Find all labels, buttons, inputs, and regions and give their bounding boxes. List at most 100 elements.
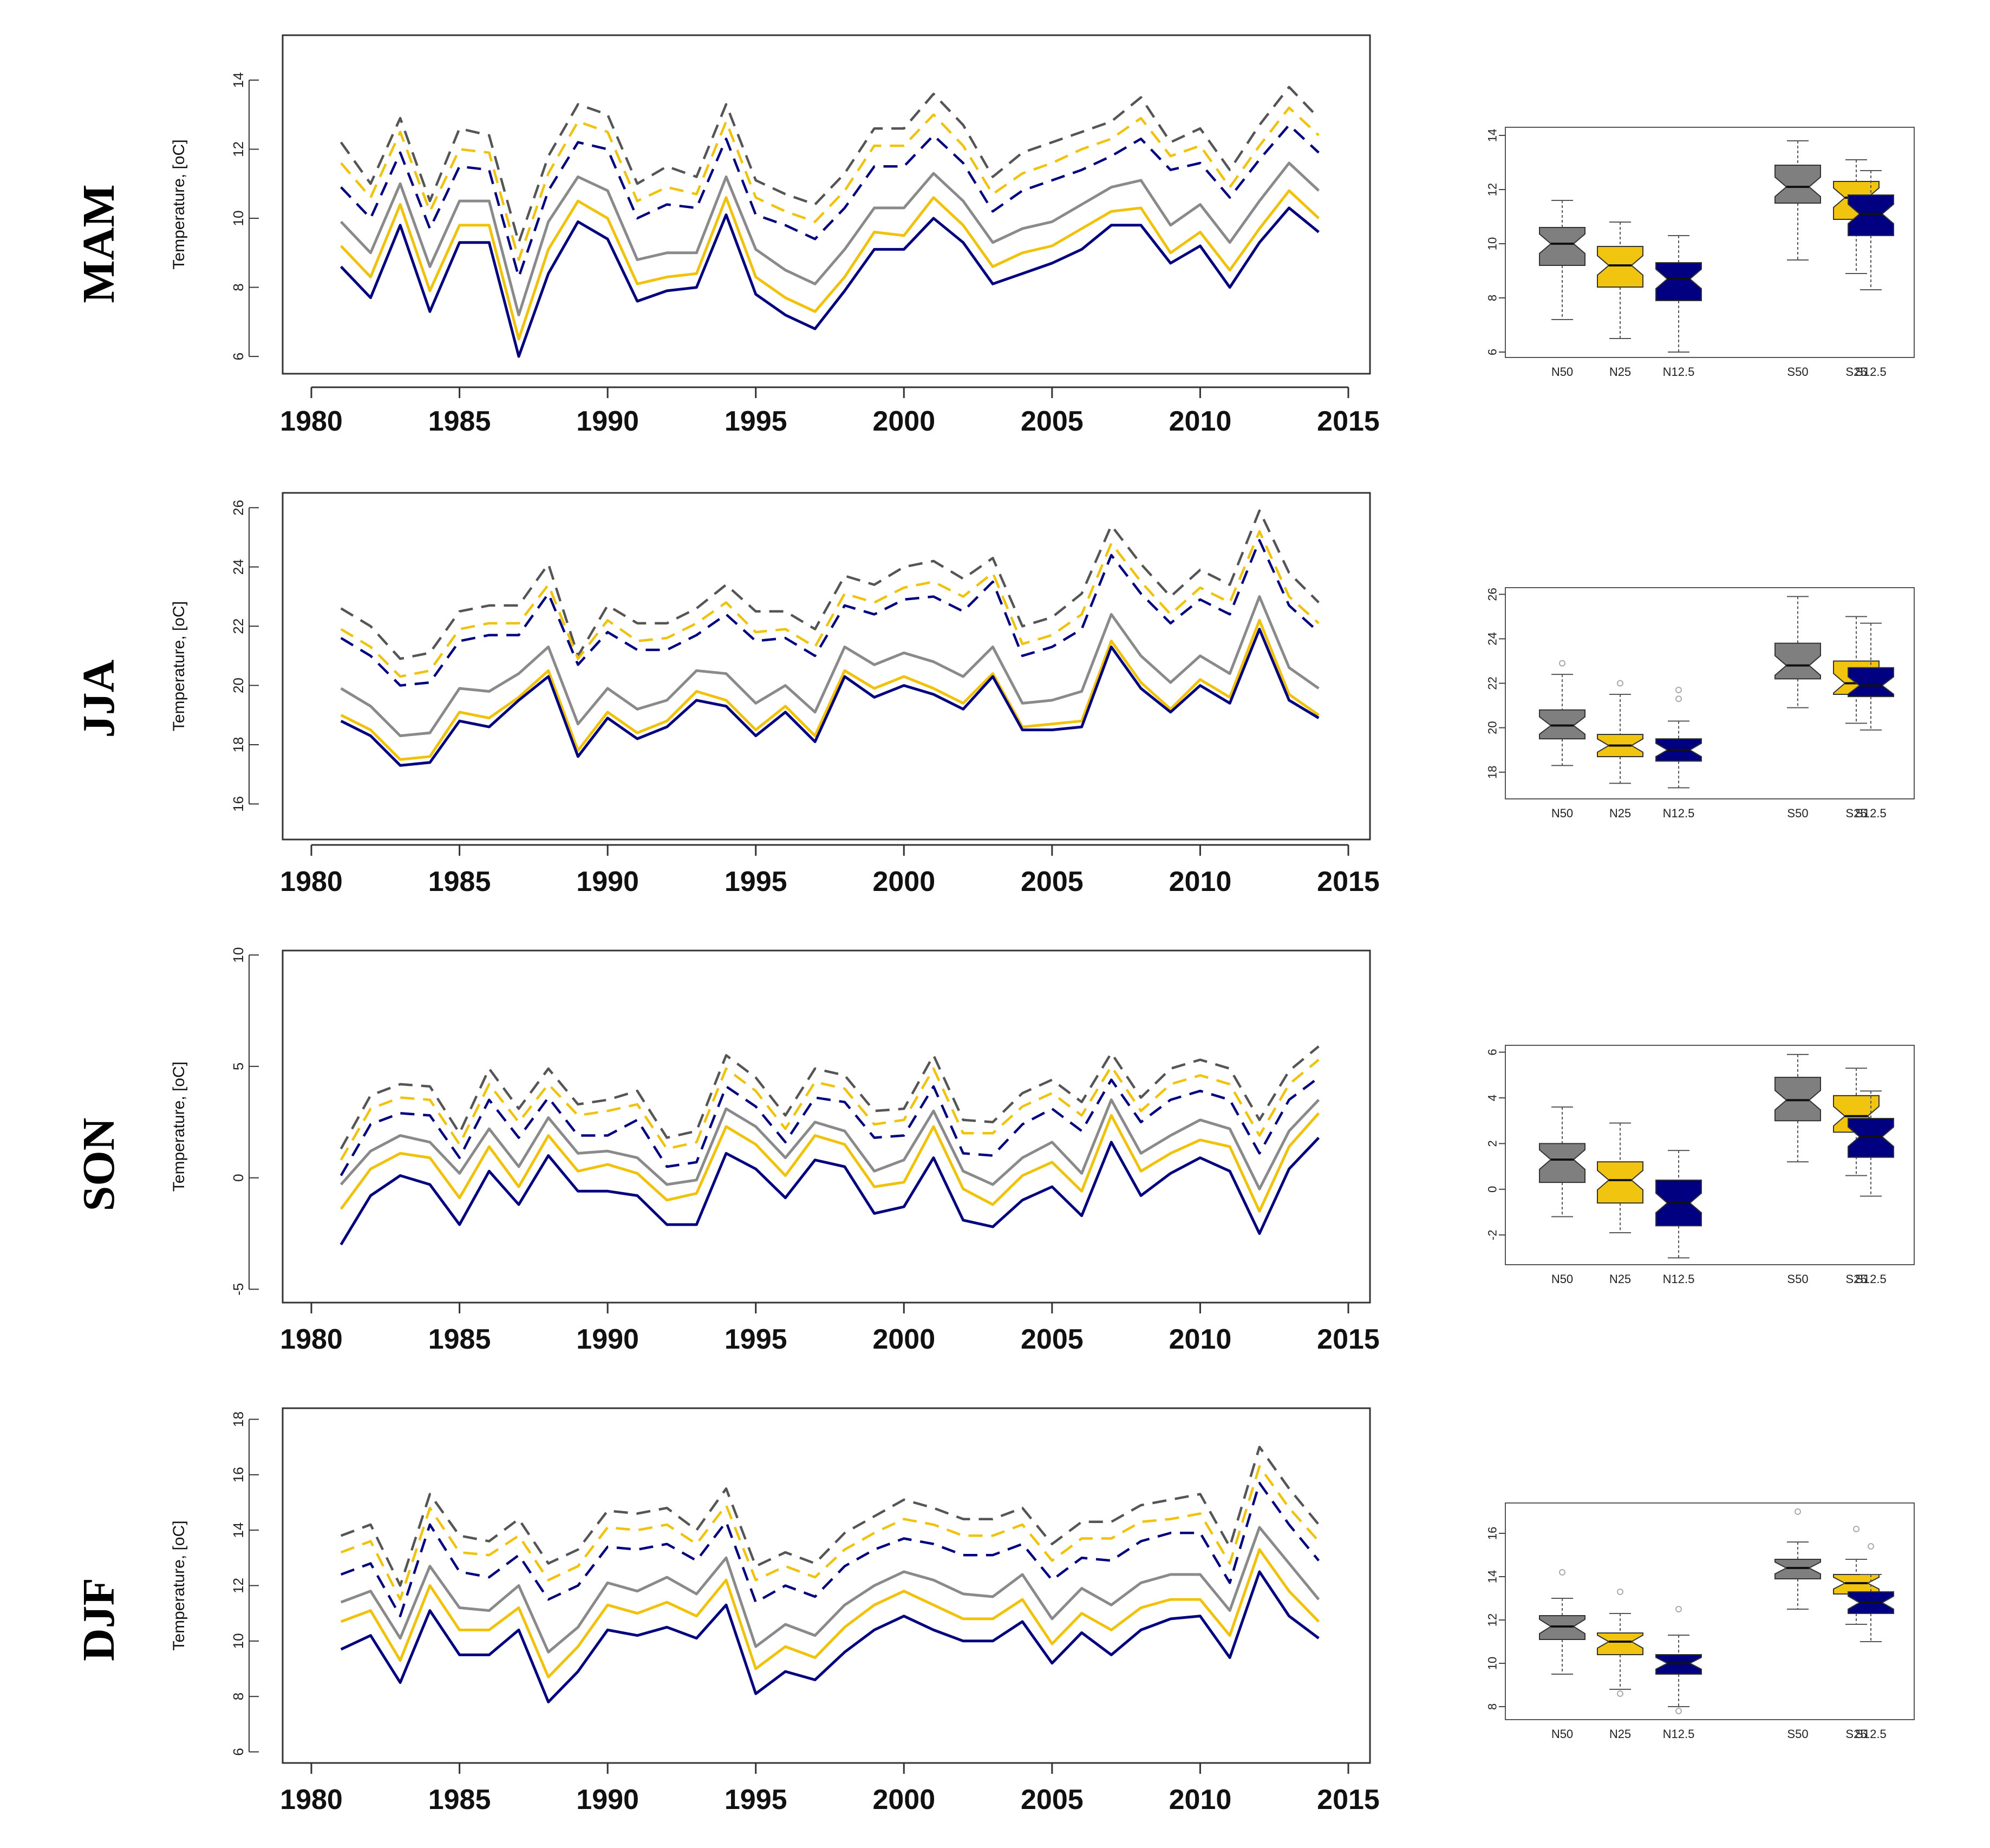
series-line-s50 bbox=[340, 86, 1320, 244]
x-tick-label: 2005 bbox=[1021, 1324, 1084, 1355]
notched-box bbox=[1848, 194, 1894, 236]
line-chart-djf: DJF Temperature, [oC] 6 8 10 12 14 16 18 1980 1985… bbox=[74, 1407, 1380, 1816]
y-tick-label: 10 bbox=[230, 1633, 246, 1649]
box-frame bbox=[1505, 127, 1915, 358]
category-label: S25 bbox=[1845, 1272, 1867, 1286]
x-tick-label: 2010 bbox=[1169, 406, 1232, 437]
box-n12-5 bbox=[1655, 1606, 1702, 1714]
box-s12-5 bbox=[1848, 1090, 1894, 1197]
x-tick-label: 1980 bbox=[280, 866, 343, 897]
y-tick-label: 6 bbox=[1486, 349, 1499, 355]
x-tick-label: 2005 bbox=[1021, 406, 1084, 437]
y-tick-label: 5 bbox=[230, 1063, 246, 1070]
series-line-n12-5 bbox=[340, 1570, 1320, 1703]
notched-box bbox=[1848, 1118, 1894, 1158]
y-tick-label: 12 bbox=[230, 141, 246, 157]
outlier-point bbox=[1559, 660, 1565, 667]
x-tick-label: 1985 bbox=[428, 1324, 491, 1355]
x-tick-label: 1985 bbox=[428, 866, 491, 897]
series-line-s12-5 bbox=[340, 123, 1320, 278]
line-chart-jja: JJA Temperature, [oC] 16 18 20 22 24 26 1980 1985… bbox=[74, 492, 1380, 897]
box-n12-5 bbox=[1655, 235, 1702, 353]
y-tick-label: 6 bbox=[230, 1748, 246, 1755]
y-tick-label: 26 bbox=[230, 500, 246, 516]
x-tick-label: 2005 bbox=[1021, 866, 1084, 897]
x-tick-label: 1990 bbox=[576, 1324, 639, 1355]
series-line-s50 bbox=[340, 509, 1320, 660]
box-frame bbox=[1505, 1045, 1915, 1265]
y-tick-label: 12 bbox=[230, 1578, 246, 1593]
x-tick-label: 2010 bbox=[1169, 1784, 1232, 1816]
x-tick-label: 1985 bbox=[428, 406, 491, 437]
y-tick-label: 0 bbox=[1486, 1186, 1499, 1193]
outlier-point bbox=[1675, 1606, 1682, 1612]
notched-box bbox=[1774, 1077, 1821, 1122]
category-label: S25 bbox=[1845, 365, 1867, 379]
series-line-n50 bbox=[340, 161, 1320, 317]
category-label: S25 bbox=[1845, 806, 1867, 820]
x-tick-label: 2005 bbox=[1021, 1784, 1084, 1816]
x-tick-label: 1980 bbox=[280, 406, 343, 437]
y-axis-label: Temperature, [oC] bbox=[170, 139, 188, 269]
box-frame bbox=[1505, 1502, 1915, 1720]
box-n50 bbox=[1539, 1569, 1586, 1675]
y-tick-label: 26 bbox=[1486, 588, 1499, 601]
category-label: N12.5 bbox=[1663, 806, 1695, 820]
x-tick-label: 2000 bbox=[872, 1784, 935, 1816]
x-tick-label: 1990 bbox=[576, 406, 639, 437]
x-tick-label: 2000 bbox=[872, 866, 935, 897]
category-label: N25 bbox=[1609, 806, 1631, 820]
category-label: S50 bbox=[1787, 1272, 1808, 1286]
category-label: N50 bbox=[1551, 1272, 1573, 1286]
category-label: S12.5 bbox=[1855, 1272, 1887, 1286]
x-tick-label: 1980 bbox=[280, 1784, 343, 1816]
box-n50 bbox=[1539, 200, 1586, 320]
x-tick-label: 2015 bbox=[1317, 1324, 1380, 1355]
category-label: S50 bbox=[1787, 1727, 1808, 1741]
y-tick-label: 2 bbox=[1486, 1140, 1499, 1147]
x-tick-label: 1985 bbox=[428, 1784, 491, 1816]
y-tick-label: 12 bbox=[1486, 1613, 1499, 1626]
outlier-point bbox=[1853, 1526, 1859, 1532]
box-s50 bbox=[1774, 1508, 1821, 1610]
y-tick-label: 18 bbox=[1486, 765, 1499, 778]
y-tick-label: 6 bbox=[230, 353, 246, 360]
line-chart-mam: MAM Temperature, [oC] 6 8 10 12 14 1980 1985 1990… bbox=[74, 34, 1380, 437]
y-tick-label: 4 bbox=[1486, 1095, 1499, 1101]
series-line-n25 bbox=[340, 1112, 1320, 1213]
x-tick-label: 1980 bbox=[280, 1324, 343, 1355]
outlier-point bbox=[1617, 1589, 1623, 1595]
box-n12-5 bbox=[1655, 1150, 1702, 1259]
y-tick-label: 22 bbox=[1486, 676, 1499, 689]
x-tick-label: 1990 bbox=[576, 1784, 639, 1816]
series-line-s12-5 bbox=[340, 1076, 1320, 1176]
y-axis-label: Temperature, [oC] bbox=[170, 1062, 188, 1192]
category-label: N12.5 bbox=[1663, 1727, 1695, 1741]
y-tick-label: 22 bbox=[230, 619, 246, 634]
box-n25 bbox=[1597, 1589, 1643, 1697]
category-label: N50 bbox=[1551, 806, 1573, 820]
y-tick-label: 8 bbox=[230, 283, 246, 291]
series-line-n25 bbox=[340, 1548, 1320, 1678]
y-tick-label: 24 bbox=[230, 559, 246, 575]
notched-box bbox=[1539, 709, 1586, 740]
category-label: N25 bbox=[1609, 1272, 1631, 1286]
notched-box bbox=[1597, 246, 1643, 288]
y-tick-label: 14 bbox=[1486, 1570, 1499, 1583]
category-label: N12.5 bbox=[1663, 365, 1695, 379]
box-n25 bbox=[1597, 680, 1643, 784]
box-s50 bbox=[1774, 1053, 1821, 1163]
series-line-s12-5 bbox=[340, 539, 1320, 687]
x-tick-label: 1995 bbox=[725, 866, 787, 897]
category-label: S12.5 bbox=[1855, 1727, 1887, 1741]
box-n50 bbox=[1539, 1106, 1586, 1218]
box-n50 bbox=[1539, 660, 1586, 766]
notched-box bbox=[1597, 1161, 1643, 1204]
y-tick-label: -5 bbox=[230, 1283, 246, 1296]
notched-box bbox=[1597, 1632, 1643, 1655]
category-label: S12.5 bbox=[1855, 806, 1887, 820]
